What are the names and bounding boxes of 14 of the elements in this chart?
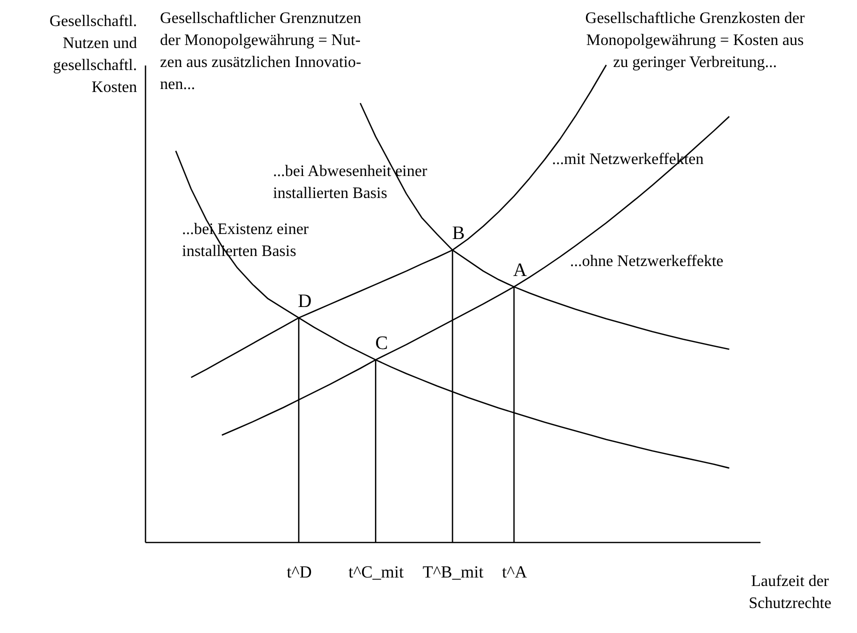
x-tick-label: T^B_mit: [422, 562, 484, 582]
annotation: Gesellschaftliche Grenzkosten der Monopolgewährung = Kosten aus zu geringer Verbreitung...: [585, 10, 806, 71]
annotation: ...bei Abwesenheit einer installierten Basis: [273, 163, 428, 202]
annotation: Gesellschaftlicher Grenznutzen der Monopolgewährung = Nut- zen aus zusätzlichen Innovatio- nen...: [160, 10, 362, 93]
annotation: ...ohne Netzwerkeffekte: [570, 253, 724, 270]
x-tick-label: t^D: [286, 562, 312, 582]
x-tick-label: t^A: [502, 562, 528, 582]
annotation: B: [452, 223, 465, 244]
x-axis-title: Laufzeit der Schutzrechte: [748, 573, 832, 612]
annotation: C: [375, 332, 388, 354]
annotation: A: [513, 260, 528, 281]
y-axis-title: Gesellschaftl. Nutzen und gesellschaftl. Kosten: [49, 13, 137, 96]
annotation: D: [298, 290, 312, 312]
x-tick-label: t^C_mit: [348, 562, 404, 582]
